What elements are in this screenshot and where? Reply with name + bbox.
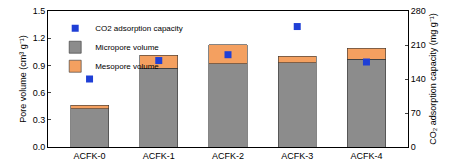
svg-text:Pore volume (cm³ g⁻¹): Pore volume (cm³ g⁻¹) (18, 35, 28, 123)
svg-text:0.3: 0.3 (33, 115, 46, 125)
svg-text:0.0: 0.0 (33, 142, 46, 152)
svg-text:0.6: 0.6 (33, 88, 46, 98)
svg-text:ACFK-4: ACFK-4 (350, 151, 382, 161)
svg-text:Micropore volume: Micropore volume (95, 43, 159, 52)
svg-text:CO₂ adsorption capacity (mg g⁻: CO₂ adsorption capacity (mg g⁻¹) (428, 13, 438, 145)
svg-text:210: 210 (411, 40, 426, 50)
svg-text:ACFK-0: ACFK-0 (74, 151, 106, 161)
svg-text:70: 70 (411, 108, 421, 118)
svg-text:ACFK-2: ACFK-2 (212, 151, 244, 161)
svg-text:Mesopore volume: Mesopore volume (95, 62, 159, 71)
svg-text:0.9: 0.9 (33, 61, 46, 71)
svg-text:0: 0 (411, 142, 416, 152)
svg-text:1.2: 1.2 (33, 33, 46, 43)
svg-text:280: 280 (411, 6, 426, 16)
svg-text:CO2 adsorption capacity: CO2 adsorption capacity (95, 24, 183, 33)
svg-text:ACFK-1: ACFK-1 (143, 151, 175, 161)
svg-text:140: 140 (411, 74, 426, 84)
svg-text:1.5: 1.5 (33, 6, 46, 16)
svg-text:ACFK-3: ACFK-3 (281, 151, 313, 161)
